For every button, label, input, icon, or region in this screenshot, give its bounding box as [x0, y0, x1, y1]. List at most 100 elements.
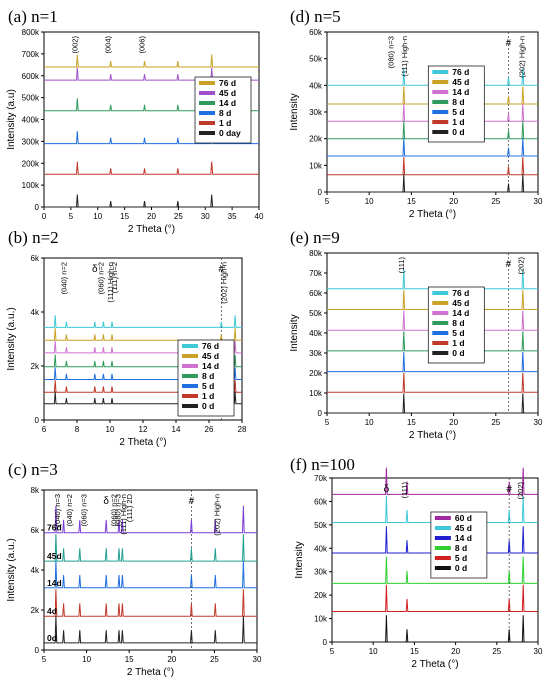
peak-annotation: (040) n=3 — [53, 494, 62, 526]
x-tick-label: 15 — [407, 197, 416, 206]
y-tick-label: 40k — [309, 81, 323, 90]
legend-label: 1 d — [452, 117, 464, 127]
x-tick-label: 10 — [365, 197, 374, 206]
y-tick-label: 6k — [31, 526, 40, 535]
legend-label: 76 d — [452, 67, 469, 77]
peak-annotation: (111) 2D — [125, 493, 134, 522]
x-tick-label: 30 — [534, 418, 543, 427]
legend-label: 1 d — [202, 391, 214, 401]
y-tick-label: 0 — [35, 416, 40, 425]
legend-label: 5 d — [455, 553, 467, 563]
series-line-45d — [44, 328, 242, 341]
legend-label: 0 d — [202, 401, 214, 411]
legend-label: 76 d — [219, 78, 236, 88]
x-tick-label: 25 — [491, 197, 500, 206]
x-tick-label: 10 — [106, 425, 115, 434]
peak-annotation: (040) n=2 — [65, 494, 74, 526]
y-tick-label: 0 — [35, 203, 40, 212]
y-tick-label: 10k — [314, 615, 328, 624]
series-line-1d — [44, 161, 259, 175]
y-tick-label: 30k — [309, 349, 323, 358]
x-axis-label: 2 Theta (°) — [128, 224, 175, 235]
series-line-0d — [327, 393, 538, 414]
chart-panel-d: (d) n=5 5 10 15 20 25 30 0 10k 20k 30k 40k 50k 60k 2 T… — [289, 7, 543, 220]
series-line-14d — [327, 103, 538, 122]
y-tick-label: 80k — [309, 249, 323, 258]
series-line-8d — [332, 556, 538, 584]
series-line-76d — [44, 54, 259, 68]
legend-label: 14 d — [452, 87, 469, 97]
legend-label: 14 d — [452, 308, 469, 318]
x-tick-label: 10 — [369, 647, 378, 656]
plot-frame — [43, 489, 258, 651]
series-line-45d — [44, 67, 259, 81]
y-tick-label: 0 — [318, 188, 323, 197]
x-tick-label: 20 — [167, 655, 176, 664]
y-tick-label: 6k — [31, 254, 40, 263]
x-tick-label: 25 — [491, 418, 500, 427]
y-tick-label: 30k — [309, 108, 323, 117]
y-tick-label: 300k — [22, 137, 40, 146]
x-tick-label: 20 — [449, 197, 458, 206]
legend-label: 5 d — [452, 107, 464, 117]
y-tick-label: 400k — [22, 116, 40, 125]
y-tick-label: 20k — [309, 369, 323, 378]
x-tick-label: 10 — [93, 212, 102, 221]
series-line-8d — [327, 120, 538, 140]
y-tick-label: 2k — [31, 362, 40, 371]
series-line-76d — [327, 67, 538, 86]
y-axis-label: Intensity — [289, 93, 300, 130]
y-tick-label: 2k — [31, 606, 40, 615]
y-axis-label: Intensity — [289, 314, 300, 351]
chart-panel-a: (a) n=1 0 5 10 15 20 25 30 35 40 0 100k 200k 300k 400k… — [6, 7, 264, 235]
x-tick-label: 0 — [42, 212, 47, 221]
panel-title: (e) n=9 — [290, 228, 340, 247]
x-tick-label: 10 — [365, 418, 374, 427]
peak-annotation: (111) — [397, 257, 406, 274]
legend-label: 5 d — [202, 381, 214, 391]
x-tick-label: 5 — [325, 418, 330, 427]
legend-label: 14 d — [202, 361, 219, 371]
y-tick-label: 4k — [31, 566, 40, 575]
y-tick-label: 100k — [22, 181, 40, 190]
y-axis-label: Intensity (a.u.) — [6, 538, 17, 601]
peak-annotation: # — [506, 38, 512, 49]
y-axis-label: Intensity — [294, 541, 305, 578]
x-tick-label: 15 — [120, 212, 129, 221]
x-tick-label: 25 — [492, 647, 501, 656]
series-line-0d — [332, 615, 538, 643]
x-tick-label: 15 — [125, 655, 134, 664]
x-tick-label: 15 — [410, 647, 419, 656]
peak-annotation: # — [219, 264, 225, 275]
legend-label: 45 d — [219, 88, 236, 98]
legend-label: 14 d — [455, 533, 472, 543]
x-tick-label: 20 — [147, 212, 156, 221]
x-tick-label: 30 — [253, 655, 262, 664]
chart-panel-f: (f) n=100 5 10 15 20 25 30 0 10k 20k 30k 40k 50k 60k 7… — [290, 455, 543, 670]
series-label: 0d — [47, 633, 57, 643]
peak-annotation: (111) n=2 — [110, 262, 119, 293]
peak-annotation: (040) n=2 — [59, 262, 68, 294]
chart-panel-c: (c) n=3 5 10 15 20 25 30 0 2k 4k 6k 8k 2 Theta (°) In… — [6, 460, 262, 678]
peak-annotation: δ — [103, 496, 109, 507]
x-tick-label: 8 — [75, 425, 80, 434]
x-tick-label: 12 — [139, 425, 148, 434]
peak-annotation: (080) n=3 — [387, 36, 396, 68]
chart-panel-b: (b) n=2 6 8 10 12 14 26 28 0 2k 4k 6k 2 Theta (°) Int… — [6, 228, 247, 448]
legend-label: 8 d — [455, 543, 467, 553]
y-tick-label: 600k — [22, 72, 40, 81]
y-axis-label: Intensity (a.u) — [6, 89, 17, 150]
x-tick-label: 10 — [82, 655, 91, 664]
peak-annotation: (202) — [517, 257, 526, 275]
y-tick-label: 50k — [309, 309, 323, 318]
y-tick-label: 10k — [309, 161, 323, 170]
peak-annotation: (060) n=2 — [109, 494, 118, 526]
y-tick-label: 10k — [309, 389, 323, 398]
x-tick-label: 40 — [255, 212, 264, 221]
y-tick-label: 4k — [31, 308, 40, 317]
legend-label: 0 d — [452, 127, 464, 137]
series-line-5d — [332, 584, 538, 612]
y-tick-label: 700k — [22, 50, 40, 59]
peak-annotation: # — [506, 484, 512, 495]
x-tick-label: 5 — [325, 197, 330, 206]
